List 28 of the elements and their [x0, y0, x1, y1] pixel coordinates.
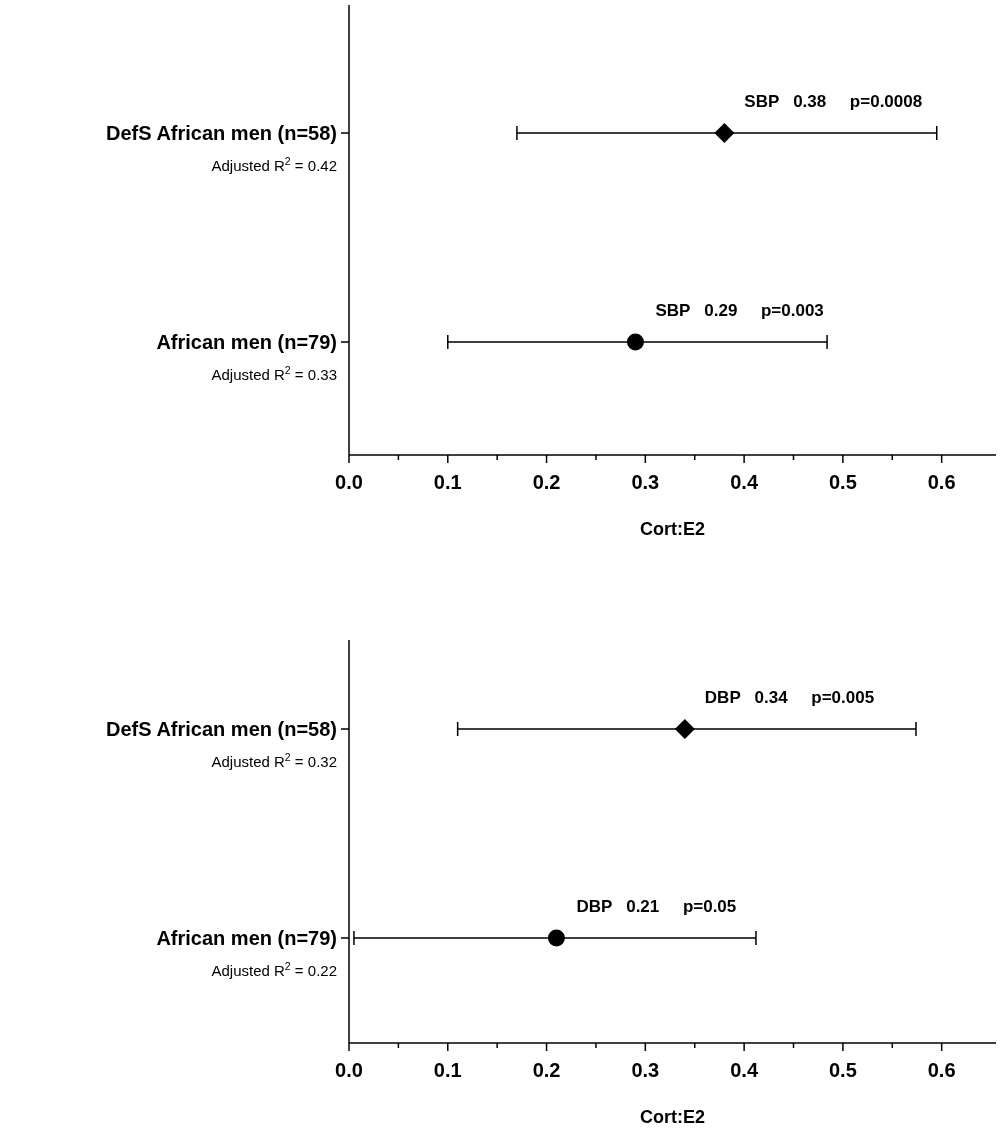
x-axis-title: Cort:E2	[639, 1107, 706, 1127]
text: Adjusted R$^{2}$ = 0.22	[211, 960, 337, 979]
x-tick-label: 0.3	[631, 1059, 660, 1081]
y-tick-label: African men (n=79)	[156, 331, 337, 353]
x-tick-label: 0.1	[433, 1059, 462, 1081]
y-tick-label: African men (n=79)	[156, 927, 337, 949]
text: Adjusted R$^{2}$ = 0.33	[211, 364, 337, 383]
annotation: SBP 0.38 p=0.0008	[744, 92, 923, 111]
x-tick-label: 0.4	[730, 1059, 759, 1081]
x-tick-label: 0.3	[631, 471, 660, 493]
annotation: SBP 0.29 p=0.003	[655, 301, 824, 320]
x-tick-label: 0.2	[532, 471, 561, 493]
x-tick-label: 0.4	[730, 471, 759, 493]
y-tick-label: DefS African men (n=58)	[106, 718, 337, 740]
x-tick-label: 0.6	[927, 471, 956, 493]
x-tick-label: 0.1	[433, 471, 462, 493]
x-tick-label: 0.0	[335, 471, 363, 493]
x-tick-label: 0.5	[828, 1059, 857, 1081]
annotation: DBP 0.21 p=0.05	[576, 897, 737, 916]
annotation: DBP 0.34 p=0.005	[704, 688, 875, 707]
y-tick-label: DefS African men (n=58)	[106, 122, 337, 144]
x-tick-label: 0.6	[927, 1059, 956, 1081]
x-tick-label: 0.5	[828, 471, 857, 493]
x-tick-label: 0.2	[532, 1059, 561, 1081]
text: Adjusted R$^{2}$ = 0.42	[211, 155, 337, 174]
x-tick-label: 0.0	[335, 1059, 363, 1081]
x-axis-title: Cort:E2	[639, 519, 706, 539]
text: Adjusted R$^{2}$ = 0.32	[211, 751, 337, 770]
